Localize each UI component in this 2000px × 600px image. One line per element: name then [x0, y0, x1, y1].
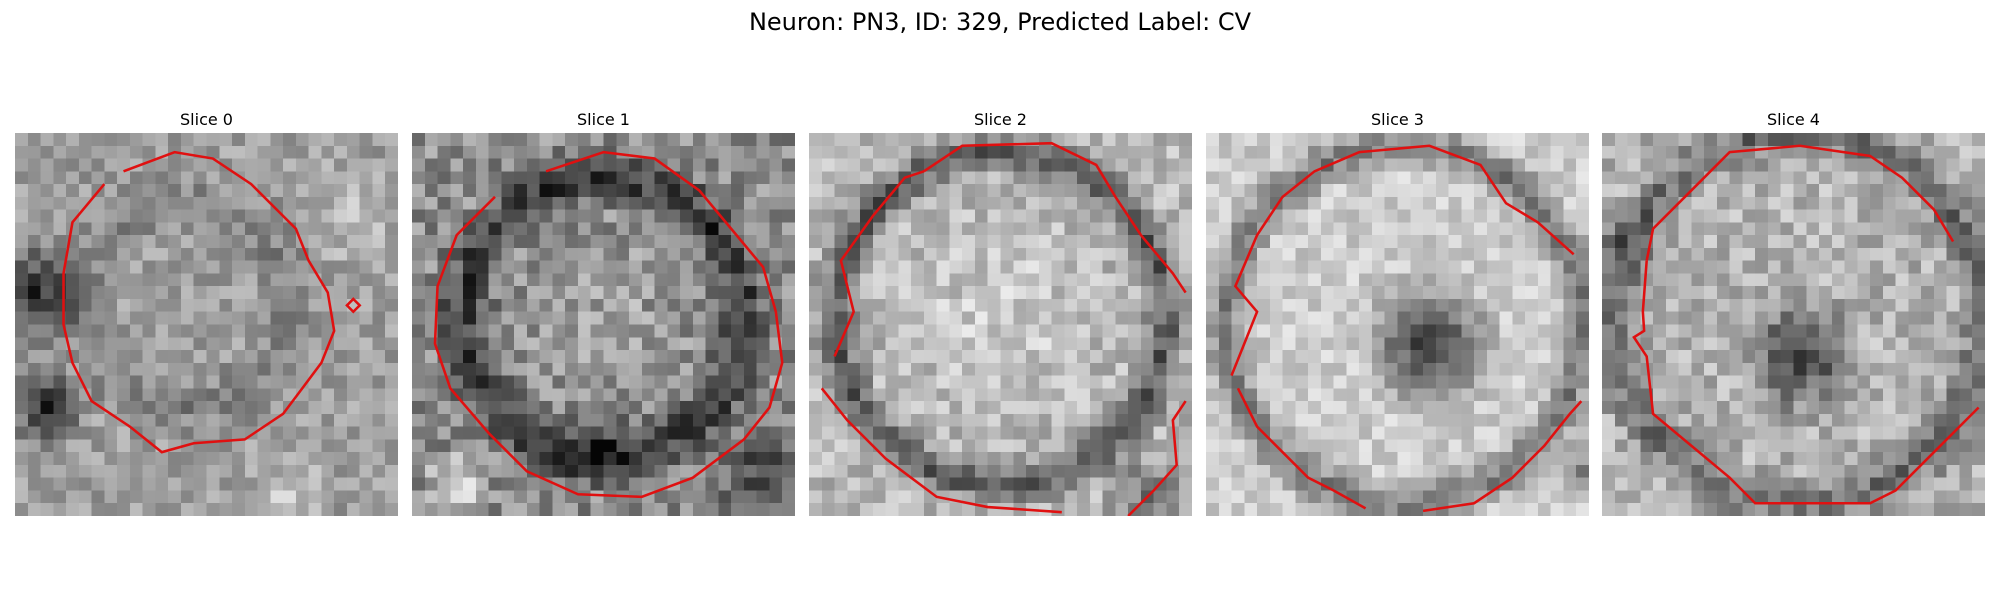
pixel-grid	[1206, 133, 1589, 516]
pixel-grid	[809, 133, 1192, 516]
pixel-grid	[15, 133, 398, 516]
segmentation-contour	[1236, 387, 1367, 510]
pixel-grid	[1602, 133, 1985, 516]
slice-title: Slice 4	[1767, 110, 1820, 129]
segmentation-contour	[62, 150, 336, 454]
slice-panel-1: Slice 1	[412, 110, 795, 516]
slice-title: Slice 1	[577, 110, 630, 129]
slice-image	[412, 133, 795, 516]
segmentation-contour	[1422, 400, 1583, 513]
segmentation-contour	[1127, 400, 1187, 516]
segmentation-contour	[1230, 144, 1575, 377]
figure-title: Neuron: PN3, ID: 329, Predicted Label: C…	[748, 8, 1252, 36]
segmentation-contour	[1645, 144, 1955, 261]
slice-image	[15, 133, 398, 516]
slice-image	[1602, 133, 1985, 516]
slice-title: Slice 3	[1371, 110, 1424, 129]
slice-image	[1206, 133, 1589, 516]
slice-panel-2: Slice 2	[809, 110, 1192, 516]
slice-panel-0: Slice 0	[15, 110, 398, 516]
pixel-grid	[412, 133, 795, 516]
slice-panel-4: Slice 4	[1602, 110, 1985, 516]
segmentation-contour	[833, 170, 925, 357]
slice-title: Slice 0	[180, 110, 233, 129]
slice-title: Slice 2	[974, 110, 1027, 129]
segmentation-contour	[923, 141, 1187, 294]
segmentation-contour	[820, 387, 1062, 514]
segmentation-contour	[1632, 260, 1980, 505]
segmentation-contour	[345, 297, 362, 314]
slice-image	[809, 133, 1192, 516]
slice-panel-3: Slice 3	[1206, 110, 1589, 516]
segmentation-contour	[433, 150, 784, 499]
